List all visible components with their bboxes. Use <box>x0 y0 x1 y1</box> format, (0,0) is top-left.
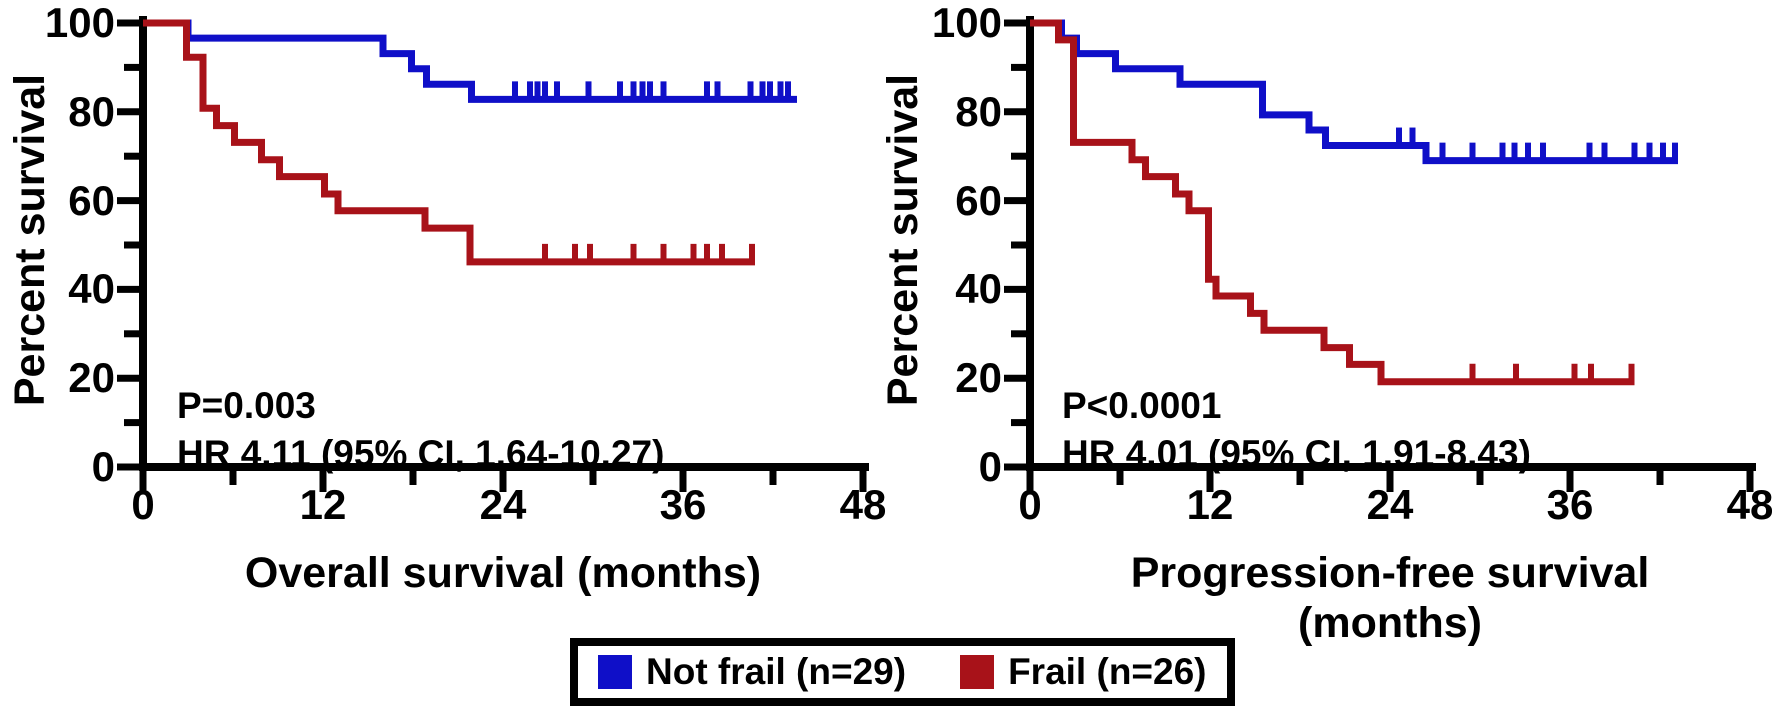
not-frail-swatch <box>598 655 632 689</box>
x-axis-title-right: Progression-free survival (months) <box>1130 549 1650 647</box>
x-tick-label: 36 <box>1546 481 1594 528</box>
x-axis-title-left: Overall survival (months) <box>244 549 762 597</box>
x-tick-label: 0 <box>1018 481 1042 528</box>
legend-label-frail: Frail (n=26) <box>1008 651 1207 692</box>
frail-swatch <box>960 655 995 689</box>
x-tick-label: 24 <box>479 481 527 528</box>
stats-annotation-left: P=0.003 HR 4.11 (95% CI, 1.64-10.27) <box>177 382 664 478</box>
legend-item-frail: Frail (n=26) <box>960 651 1207 692</box>
y-tick-label: 40 <box>955 265 1002 313</box>
survival-curve-frail <box>143 19 755 266</box>
y-tick-label: 60 <box>68 176 115 224</box>
hazard-ratio-right: HR 4.01 (95% CI, 1.91-8.43) <box>1062 433 1531 474</box>
legend-label-not-frail: Not frail (n=29) <box>646 651 907 692</box>
survival-curve-not_frail <box>143 19 797 103</box>
x-tick-label: 0 <box>131 481 155 528</box>
y-tick-label: 20 <box>955 354 1002 402</box>
y-tick-label: 60 <box>955 176 1002 224</box>
x-tick-label: 48 <box>1726 481 1772 528</box>
legend-box: Not frail (n=29) Frail (n=26) <box>570 638 1235 706</box>
survival-curve-frail <box>1030 19 1635 386</box>
y-tick-label: 80 <box>68 87 115 135</box>
hazard-ratio-left: HR 4.11 (95% CI, 1.64-10.27) <box>177 433 665 474</box>
stats-annotation-right: P<0.0001 HR 4.01 (95% CI, 1.91-8.43) <box>1062 382 1531 478</box>
x-tick-label: 48 <box>839 481 887 528</box>
x-tick-label: 24 <box>1366 481 1414 528</box>
x-tick-label: 36 <box>659 481 707 528</box>
x-tick-label: 12 <box>1186 481 1234 528</box>
x-tick-label: 12 <box>299 481 347 528</box>
y-tick-label: 80 <box>955 87 1002 135</box>
p-value-right: P<0.0001 <box>1062 385 1222 426</box>
y-tick-label: 100 <box>44 0 115 46</box>
p-value-left: P=0.003 <box>177 385 316 426</box>
y-tick-label: 100 <box>931 0 1002 46</box>
y-tick-label: 0 <box>978 443 1002 490</box>
y-tick-label: 20 <box>68 354 115 402</box>
legend-item-not-frail: Not frail (n=29) <box>598 652 906 692</box>
y-tick-label: 0 <box>91 443 115 490</box>
y-tick-label: 40 <box>68 265 115 313</box>
